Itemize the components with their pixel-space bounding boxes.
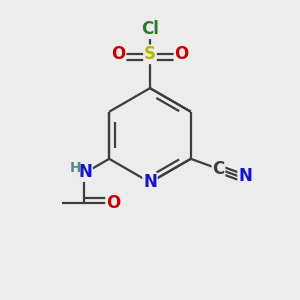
Text: O: O xyxy=(174,45,189,63)
Text: C: C xyxy=(212,160,225,178)
Text: O: O xyxy=(111,45,126,63)
Text: N: N xyxy=(78,163,92,181)
Text: O: O xyxy=(106,194,120,212)
Text: N: N xyxy=(238,167,252,185)
Text: N: N xyxy=(143,173,157,191)
Text: S: S xyxy=(144,45,156,63)
Text: O: O xyxy=(55,202,56,203)
Text: Cl: Cl xyxy=(141,20,159,38)
Text: H: H xyxy=(70,161,81,175)
